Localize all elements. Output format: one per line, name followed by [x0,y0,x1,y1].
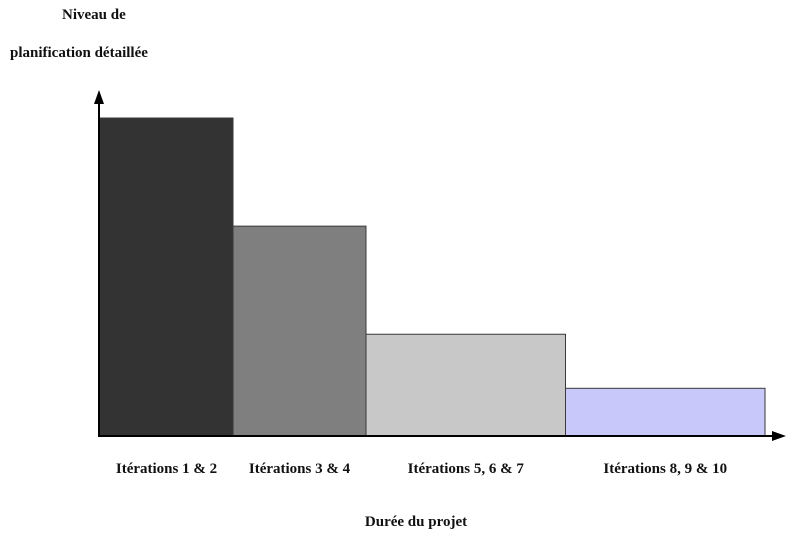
x-tick-label-4: Itérations 8, 9 & 10 [603,461,728,477]
bar-3 [365,333,566,437]
x-tick-label-2: Itérations 3 & 4 [248,461,351,477]
bar-1 [99,117,234,437]
y-axis-label-line-2: planification détaillée [10,45,148,61]
bar-2 [232,225,367,437]
y-axis-arrow [94,90,104,104]
x-tick-label-3: Itérations 5, 6 & 7 [407,461,524,477]
y-axis-label-line-1: Niveau de [62,7,126,23]
x-axis-title: Durée du projet [364,514,468,530]
x-axis-arrow [772,431,786,441]
x-tick-label-1: Itérations 1 & 2 [115,461,218,477]
bar-4 [565,387,766,437]
